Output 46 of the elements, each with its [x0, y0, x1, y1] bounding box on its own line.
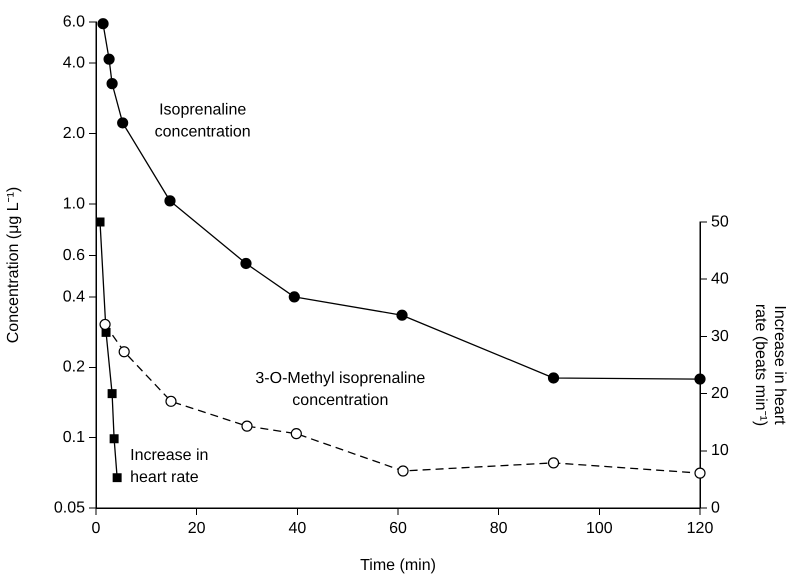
point — [106, 78, 118, 90]
x-tick-label: 80 — [490, 520, 508, 538]
x-tick-label: 120 — [686, 520, 714, 538]
point — [397, 465, 409, 477]
x-tick-label: 40 — [288, 520, 306, 538]
y2-tick-label: 10 — [711, 442, 729, 460]
x-axis-title: Time (min) — [360, 556, 436, 574]
y2-tick-label: 30 — [711, 328, 729, 345]
x-tick-label: 60 — [389, 520, 407, 538]
point — [103, 54, 115, 65]
x-tick-label: 100 — [586, 520, 613, 538]
point — [165, 396, 177, 407]
y-tick-label: 0.05 — [54, 499, 86, 516]
y2-tick-label: 40 — [711, 270, 729, 288]
point — [117, 117, 128, 129]
y-tick-label: 0.4 — [62, 288, 86, 306]
y2-tick-label: 20 — [711, 385, 729, 402]
point — [164, 195, 176, 206]
point — [290, 428, 302, 440]
point — [241, 420, 253, 432]
series-label: 3-O-Methyl isoprenaline concentration — [255, 370, 426, 410]
series-label: Isoprenaline concentration — [154, 101, 251, 140]
point — [97, 18, 109, 30]
point — [694, 374, 706, 385]
y2-axis-title: Increase in heart rate (beats min⁻¹) — [752, 304, 788, 426]
y2-tick-label: 0 — [711, 499, 720, 516]
point — [548, 457, 560, 468]
y-tick-label: 0.2 — [62, 358, 86, 376]
point — [99, 318, 111, 330]
y-tick-label: 0.1 — [62, 429, 86, 446]
y-tick-label: 4.0 — [62, 54, 86, 72]
y-tick-label: 2.0 — [62, 124, 86, 142]
y-axis-title: Concentration (μg L⁻¹) — [5, 186, 22, 344]
series-label: Increase in heart rate — [130, 447, 208, 486]
y-tick-label: 1.0 — [62, 195, 86, 212]
point — [396, 310, 408, 321]
y-tick-label: 0.6 — [62, 247, 86, 264]
point — [240, 258, 252, 270]
point — [118, 346, 130, 358]
point — [288, 291, 300, 303]
x-tick-label: 0 — [92, 520, 101, 538]
point — [694, 468, 706, 479]
y-tick-label: 6.0 — [62, 13, 86, 30]
x-tick-label: 20 — [188, 520, 206, 538]
point — [548, 372, 560, 384]
y2-tick-label: 50 — [711, 213, 729, 230]
